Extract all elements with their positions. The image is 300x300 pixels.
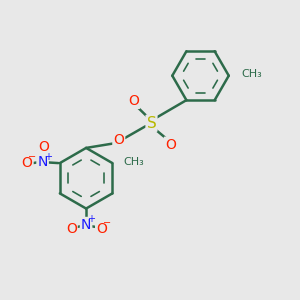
Text: +: + [87,214,95,224]
Text: O: O [38,140,49,154]
Text: O: O [113,133,124,147]
Text: −: − [103,218,111,228]
Text: O: O [128,94,139,108]
Text: −: − [28,152,37,162]
Text: O: O [165,138,176,152]
Text: O: O [66,222,77,236]
Text: O: O [96,222,107,236]
Text: CH₃: CH₃ [241,69,262,79]
Text: S: S [147,116,156,131]
Text: N: N [81,218,91,232]
Text: +: + [44,152,52,161]
Text: O: O [22,156,33,170]
Text: N: N [38,155,48,170]
Text: CH₃: CH₃ [124,157,144,166]
